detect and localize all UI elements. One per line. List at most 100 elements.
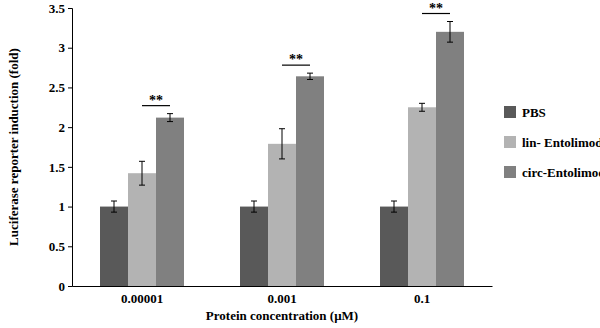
legend-swatch [504, 166, 516, 178]
error-bar [167, 114, 173, 122]
error-bar [111, 201, 117, 212]
error-bar-cap [391, 212, 397, 213]
legend-item: lin- Entolimod [504, 135, 600, 150]
x-axis: 0.00001 0.001 0.1 [73, 286, 493, 306]
y-axis-title: Luciferase reporter induction (fold) [6, 48, 21, 246]
error-bar-cap [279, 158, 285, 159]
error-bar-stem [170, 114, 171, 122]
legend-label: circ-Entolimod [522, 165, 600, 180]
y-tick-mark [68, 286, 72, 287]
y-tick-label: 3 [59, 40, 66, 55]
error-bar [447, 22, 453, 43]
significance-label: ** [149, 93, 163, 108]
error-bar-stem [254, 201, 255, 212]
y-tick-mark [68, 167, 72, 168]
error-bar-cap [167, 113, 173, 114]
y-tick-label: 0.5 [49, 239, 66, 254]
bar [296, 76, 324, 286]
error-bar-cap [251, 201, 257, 202]
bar [408, 107, 436, 286]
x-tick-label: 0.00001 [121, 291, 163, 306]
bar [380, 207, 408, 286]
y-tick-mark [68, 207, 72, 208]
significance-label: ** [289, 52, 303, 67]
legend-item: circ-Entolimod [504, 165, 600, 180]
chart: 0 0.5 1 1.5 2 2.5 3 3.5 0.00001 0.001 0.1 ** ** ** Luc… [0, 0, 600, 328]
error-bar-cap [139, 161, 145, 162]
legend-label: PBS [522, 105, 546, 120]
y-tick-mark [68, 8, 72, 9]
y-tick-mark [68, 246, 72, 247]
legend-label: lin- Entolimod [522, 135, 600, 150]
error-bar-cap [419, 103, 425, 104]
error-bar [139, 161, 145, 185]
x-tick-label: 0.1 [414, 291, 430, 306]
significance-label: ** [429, 1, 443, 16]
error-bar [251, 201, 257, 212]
error-bar-stem [450, 22, 451, 43]
bar [156, 118, 184, 286]
y-tick: 1.5 [49, 160, 72, 175]
x-tick: 0.1 [414, 286, 430, 306]
error-bar [307, 73, 313, 79]
bar [436, 32, 464, 286]
y-tick-label: 1 [59, 199, 66, 214]
y-tick: 3.5 [49, 1, 72, 16]
error-bar-cap [419, 111, 425, 112]
legend: PBS lin- Entolimod circ-Entolimod [504, 105, 600, 180]
y-tick: 2.5 [49, 80, 72, 95]
error-bar [391, 201, 397, 212]
y-tick-mark [68, 48, 72, 49]
legend-swatch [504, 106, 516, 118]
error-bar-cap [167, 121, 173, 122]
error-bar-cap [391, 201, 397, 202]
error-bar-cap [251, 212, 257, 213]
error-bar [419, 103, 425, 111]
legend-swatch [504, 136, 516, 148]
error-bar-cap [111, 201, 117, 202]
marks [100, 22, 464, 286]
y-tick-label: 2.5 [49, 80, 66, 95]
error-bar-cap [111, 212, 117, 213]
bar [100, 207, 128, 286]
x-axis-title: Protein concentration (μM) [206, 308, 358, 323]
bar [128, 173, 156, 286]
y-tick-label: 2 [59, 120, 66, 135]
legend-item: PBS [504, 105, 546, 120]
series [128, 103, 436, 286]
y-tick-label: 0 [59, 279, 66, 294]
x-tick: 0.00001 [121, 286, 163, 306]
error-bar-stem [310, 73, 311, 79]
error-bar-cap [139, 185, 145, 186]
error-bar-cap [307, 73, 313, 74]
error-bar-stem [114, 201, 115, 212]
error-bar [279, 129, 285, 159]
y-axis: 0 0.5 1 1.5 2 2.5 3 3.5 [49, 1, 73, 294]
y-tick: 0.5 [49, 239, 72, 254]
y-tick: 3 [59, 40, 73, 55]
y-axis-line [68, 9, 73, 287]
error-bar-stem [422, 103, 423, 111]
y-tick-label: 3.5 [49, 1, 66, 16]
error-bar-cap [447, 21, 453, 22]
error-bar-stem [394, 201, 395, 212]
y-tick: 0 [59, 279, 73, 294]
y-tick-mark [68, 87, 72, 88]
error-bar-stem [282, 129, 283, 159]
bar [240, 207, 268, 286]
annotations: ** ** ** [142, 1, 450, 108]
x-axis-line [73, 286, 493, 287]
y-tick-label: 1.5 [49, 160, 66, 175]
x-tick-label: 0.001 [267, 291, 296, 306]
bar [268, 144, 296, 286]
error-bar-stem [142, 161, 143, 185]
x-tick: 0.001 [267, 286, 296, 306]
y-tick-mark [68, 127, 72, 128]
error-bar-cap [447, 42, 453, 43]
error-bar-cap [307, 79, 313, 80]
series [156, 22, 464, 286]
error-bar-cap [279, 128, 285, 129]
y-tick: 1 [59, 199, 73, 214]
plot: 0 0.5 1 1.5 2 2.5 3 3.5 0.00001 0.001 0.1 ** ** ** [49, 1, 493, 307]
y-tick: 2 [59, 120, 73, 135]
